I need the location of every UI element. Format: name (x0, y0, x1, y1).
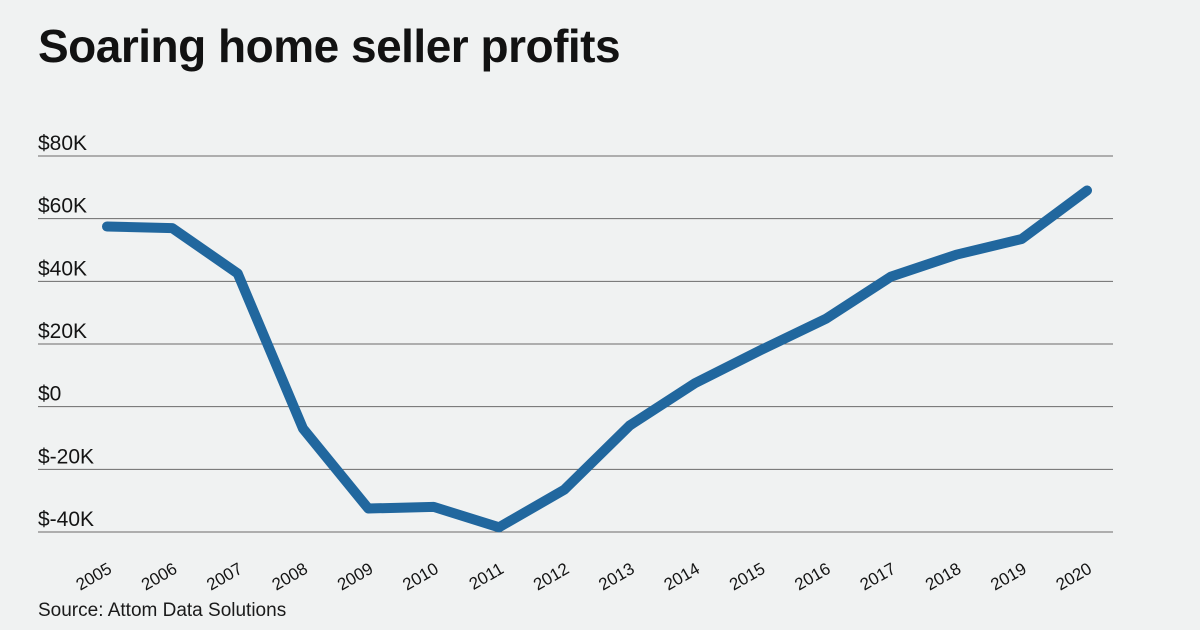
x-tick-label: 2017 (857, 559, 899, 594)
y-tick-label: $-40K (38, 508, 94, 531)
x-tick-label: 2011 (466, 559, 507, 594)
x-axis-tick-labels: 2005 2006 2007 2008 2009 2010 2011 2012 2013 2014… (73, 559, 1095, 594)
x-tick-label: 2010 (399, 559, 441, 594)
x-tick-label: 2016 (791, 559, 833, 594)
series-lines (102, 185, 1092, 533)
x-tick-label: 2020 (1053, 559, 1095, 594)
x-tick-label: 2008 (269, 559, 311, 594)
y-tick-label: $0 (38, 383, 61, 406)
y-tick-label: $60K (38, 195, 87, 218)
y-tick-label: $40K (38, 257, 87, 280)
series-line (102, 185, 1092, 533)
x-tick-label: 2006 (138, 559, 180, 594)
x-tick-label: 2014 (661, 559, 703, 594)
x-tick-label: 2019 (987, 559, 1029, 594)
x-tick-label: 2012 (530, 559, 572, 594)
y-axis-tick-labels: $80K $60K $40K $20K $0 $-20K $-40K (38, 132, 94, 531)
y-tick-label: $80K (38, 132, 87, 155)
x-tick-label: 2007 (203, 559, 245, 594)
x-tick-label: 2009 (334, 559, 376, 594)
chart-title: Soaring home seller profits (38, 20, 621, 72)
x-tick-label: 2005 (73, 559, 115, 594)
y-tick-label: $-20K (38, 445, 94, 468)
y-tick-label: $20K (38, 320, 87, 343)
grid-lines (38, 155, 1113, 533)
x-tick-label: 2018 (922, 559, 964, 594)
source-note: Source: Attom Data Solutions (38, 600, 287, 621)
x-tick-label: 2013 (595, 559, 637, 594)
x-tick-label: 2015 (726, 559, 768, 594)
